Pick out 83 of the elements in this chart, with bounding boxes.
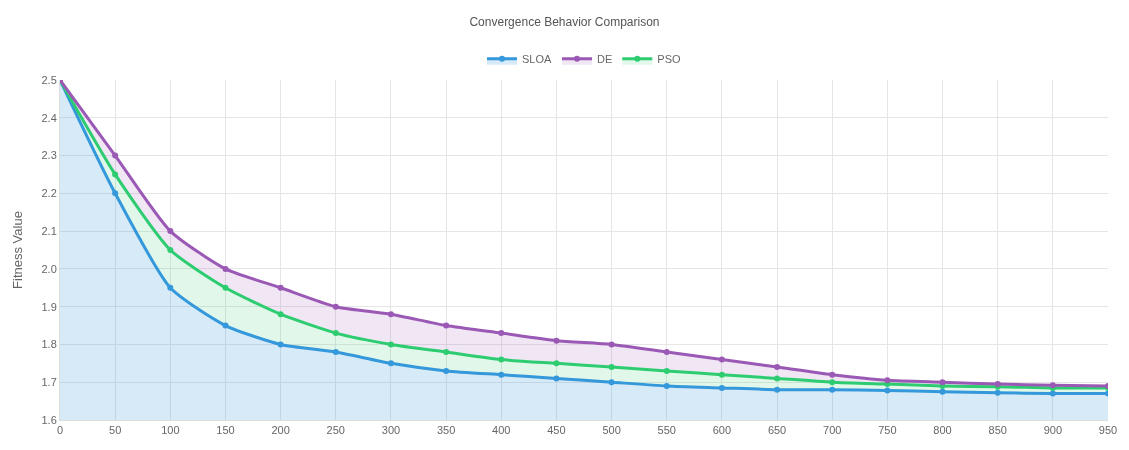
x-tick-label: 200: [271, 424, 290, 437]
point: [939, 379, 946, 386]
point: [553, 337, 560, 344]
point: [829, 371, 836, 378]
x-tick-label: 300: [381, 424, 401, 437]
point: [608, 341, 615, 348]
point: [112, 152, 119, 159]
point: [498, 371, 505, 378]
y-tick-label: 1.7: [41, 376, 57, 389]
y-tick-label: 1.6: [41, 413, 57, 426]
point: [443, 322, 450, 329]
x-tick-label: 500: [602, 424, 621, 437]
x-tick-label: 750: [878, 424, 897, 437]
point: [332, 303, 339, 310]
y-tick-label: 2.0: [41, 262, 57, 275]
point: [663, 349, 670, 355]
point: [884, 387, 891, 394]
point: [774, 375, 781, 382]
y-axis-title: Fitness Value: [10, 211, 26, 289]
legend-label: DE: [597, 52, 613, 65]
point: [332, 349, 339, 355]
point: [222, 265, 229, 272]
x-tick-label: 550: [657, 424, 676, 437]
x-tick-label: 0: [56, 424, 64, 437]
x-tick-label: 700: [823, 424, 842, 437]
legend-label: SLOA: [522, 52, 553, 65]
point: [498, 330, 505, 337]
point: [112, 190, 119, 197]
x-tick-label: 800: [933, 424, 952, 437]
x-tick-label: 400: [492, 424, 511, 437]
point: [829, 386, 836, 393]
point: [718, 371, 725, 378]
point: [443, 367, 450, 374]
point: [663, 367, 670, 374]
point: [387, 360, 394, 367]
point: [774, 386, 781, 393]
x-tick-label: 100: [161, 424, 180, 437]
point: [443, 349, 450, 355]
point: [553, 375, 560, 382]
y-tick-label: 1.9: [41, 300, 57, 313]
x-tick-label: 600: [712, 424, 732, 437]
chart-title: Convergence Behavior Comparison: [469, 15, 660, 30]
y-tick-label: 2.2: [41, 187, 57, 200]
point: [884, 377, 891, 384]
x-tick-label: 50: [109, 424, 122, 437]
point: [387, 341, 394, 348]
point: [277, 311, 284, 318]
y-tick-label: 2.1: [41, 224, 57, 237]
x-tick-label: 150: [216, 424, 235, 437]
point: [222, 322, 229, 329]
point: [829, 379, 836, 386]
y-tick-label: 1.8: [41, 338, 57, 351]
point: [608, 379, 615, 386]
x-tick-label: 650: [767, 424, 787, 437]
point: [167, 247, 174, 253]
point: [774, 364, 781, 371]
x-tick-label: 250: [326, 424, 345, 437]
x-tick-label: 950: [1098, 424, 1118, 437]
y-tick-label: 2.3: [41, 149, 57, 162]
y-tick-label: 2.5: [41, 73, 57, 86]
point: [939, 388, 946, 395]
legend-label: PSO: [657, 52, 681, 65]
point: [112, 171, 119, 178]
point: [718, 356, 725, 363]
point: [553, 360, 560, 367]
point: [498, 356, 505, 363]
point: [718, 384, 725, 391]
point: [608, 364, 615, 371]
x-tick-label: 350: [436, 424, 456, 437]
point: [332, 330, 339, 337]
point: [1049, 390, 1056, 397]
point: [663, 383, 670, 389]
point: [994, 389, 1001, 396]
point: [277, 341, 284, 348]
point: [167, 228, 174, 235]
point: [277, 284, 284, 291]
x-tick-label: 850: [988, 424, 1007, 437]
point: [167, 284, 174, 291]
x-tick-label: 450: [547, 424, 566, 437]
x-tick-label: 900: [1043, 424, 1063, 437]
point: [222, 284, 229, 291]
y-tick-label: 2.4: [41, 111, 57, 124]
point: [387, 311, 394, 318]
